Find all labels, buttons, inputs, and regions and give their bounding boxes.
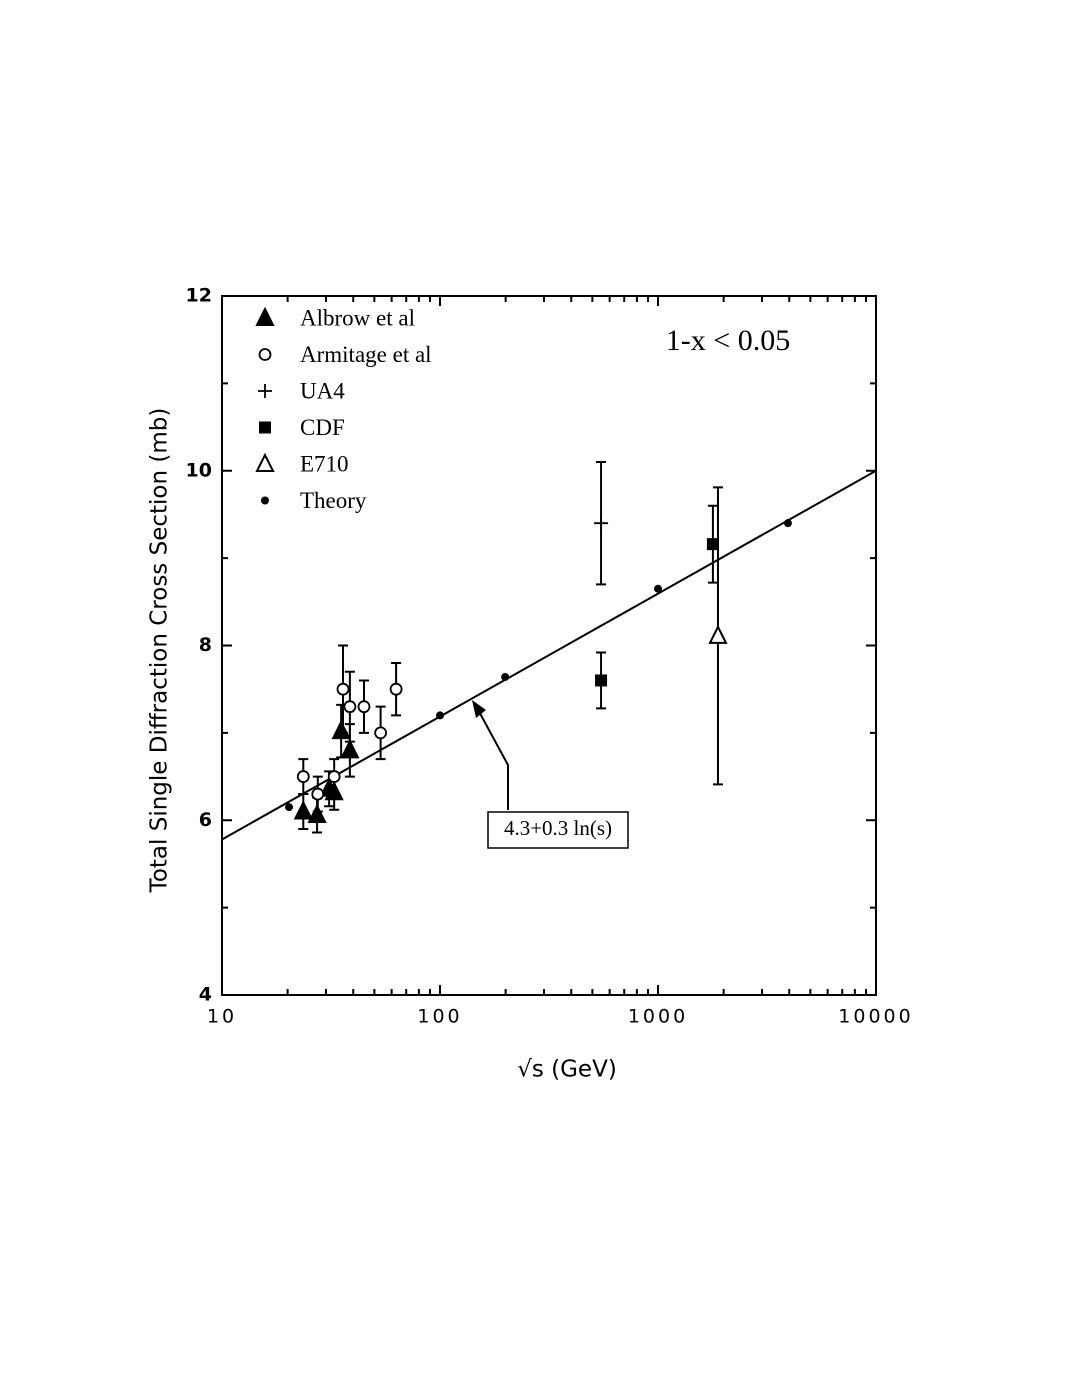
- marker: [343, 700, 357, 714]
- marker: [594, 516, 609, 531]
- marker: [285, 803, 294, 812]
- marker: [654, 584, 662, 593]
- marker: [327, 770, 341, 783]
- annotation-arrow: [475, 705, 509, 810]
- y-tick-label: 10: [186, 459, 212, 481]
- y-tick-label: 4: [199, 984, 212, 1006]
- x-axis-label: √s (GeV): [517, 1057, 617, 1083]
- y-tick-label: 12: [186, 285, 212, 307]
- legend-marker: [259, 421, 271, 434]
- marker: [374, 726, 388, 740]
- marker: [336, 682, 350, 696]
- y-axis-label: Total Single Diffraction Cross Section (…: [147, 408, 173, 894]
- marker: [706, 538, 719, 551]
- x-tick-label: 100: [417, 1006, 462, 1028]
- marker: [311, 787, 325, 801]
- x-tick-label: 10: [207, 1006, 237, 1028]
- legend-label: Albrow et al: [300, 305, 415, 330]
- legend-marker: [255, 452, 275, 472]
- y-tick-label: 6: [199, 809, 212, 831]
- marker: [389, 682, 403, 696]
- legend-marker: [261, 496, 269, 505]
- marker: [340, 739, 360, 759]
- marker: [331, 719, 351, 740]
- legend-label: Theory: [300, 488, 367, 513]
- marker: [436, 711, 444, 720]
- legend-marker: [258, 348, 272, 361]
- fit-label: 4.3+0.3 ln(s): [504, 816, 612, 840]
- arrow-head: [472, 700, 486, 718]
- marker: [307, 803, 327, 824]
- marker: [357, 700, 371, 714]
- y-tick-label: 8: [199, 634, 212, 656]
- marker: [501, 672, 510, 681]
- marker: [595, 674, 608, 687]
- x-tick-label: 1000: [628, 1006, 688, 1028]
- legend-marker: [258, 384, 272, 398]
- annotation: 1-x < 0.05: [666, 324, 790, 357]
- x-tick-label: 10000: [838, 1006, 913, 1028]
- marker: [296, 770, 310, 783]
- legend-marker: [255, 306, 275, 326]
- marker: [708, 624, 728, 644]
- marker: [783, 519, 792, 528]
- legend-label: CDF: [300, 415, 345, 440]
- legend-label: Armitage et al: [300, 342, 432, 367]
- fit-label-box: [487, 811, 629, 849]
- legend-label: UA4: [300, 378, 345, 403]
- legend-label: E710: [300, 451, 349, 476]
- marker: [293, 800, 313, 820]
